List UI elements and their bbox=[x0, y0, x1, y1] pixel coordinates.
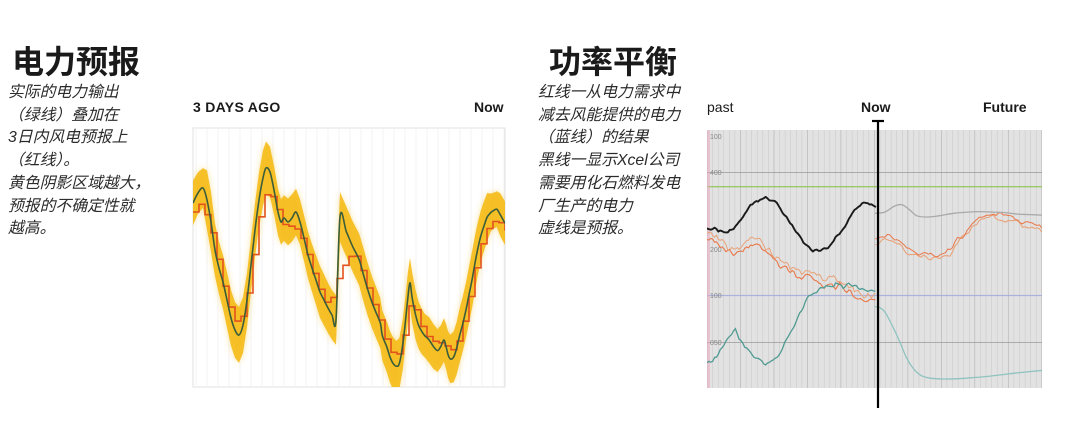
svg-text:100: 100 bbox=[710, 134, 722, 141]
svg-text:050: 050 bbox=[710, 340, 722, 347]
svg-text:400: 400 bbox=[710, 170, 722, 177]
svg-text:100: 100 bbox=[710, 293, 722, 300]
